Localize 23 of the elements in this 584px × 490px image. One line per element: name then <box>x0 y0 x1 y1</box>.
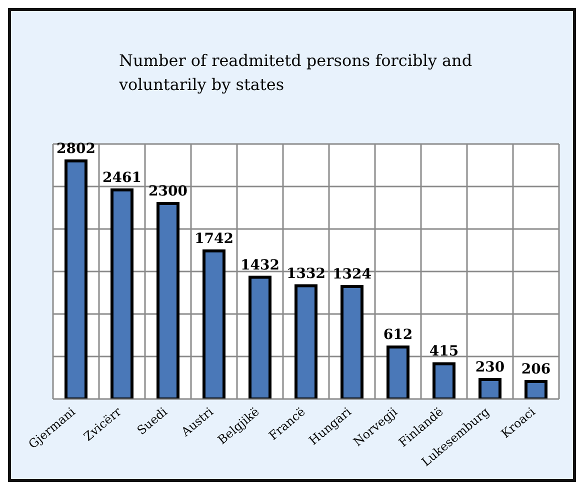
bar <box>248 276 272 399</box>
data-label: 415 <box>429 344 459 360</box>
bar <box>386 345 410 399</box>
bar <box>340 284 364 399</box>
bar <box>202 249 226 399</box>
data-label: 2461 <box>102 170 142 186</box>
data-label: 1432 <box>240 257 280 274</box>
data-label: 612 <box>383 326 413 343</box>
bar <box>110 188 134 399</box>
bar <box>294 284 318 399</box>
bar <box>524 380 548 399</box>
bar <box>432 362 456 399</box>
data-label: 1324 <box>332 266 372 282</box>
bar <box>478 378 502 399</box>
bar <box>156 202 180 399</box>
bar <box>64 159 88 399</box>
data-label: 2802 <box>56 140 96 157</box>
chart-title: Number of readmitetd persons forcibly and voluntarily by states <box>119 50 474 96</box>
data-label: 1332 <box>286 266 326 282</box>
data-label: 2300 <box>148 184 188 200</box>
data-label: 206 <box>521 361 551 378</box>
data-label: 1742 <box>194 230 234 247</box>
data-label: 230 <box>475 359 505 376</box>
